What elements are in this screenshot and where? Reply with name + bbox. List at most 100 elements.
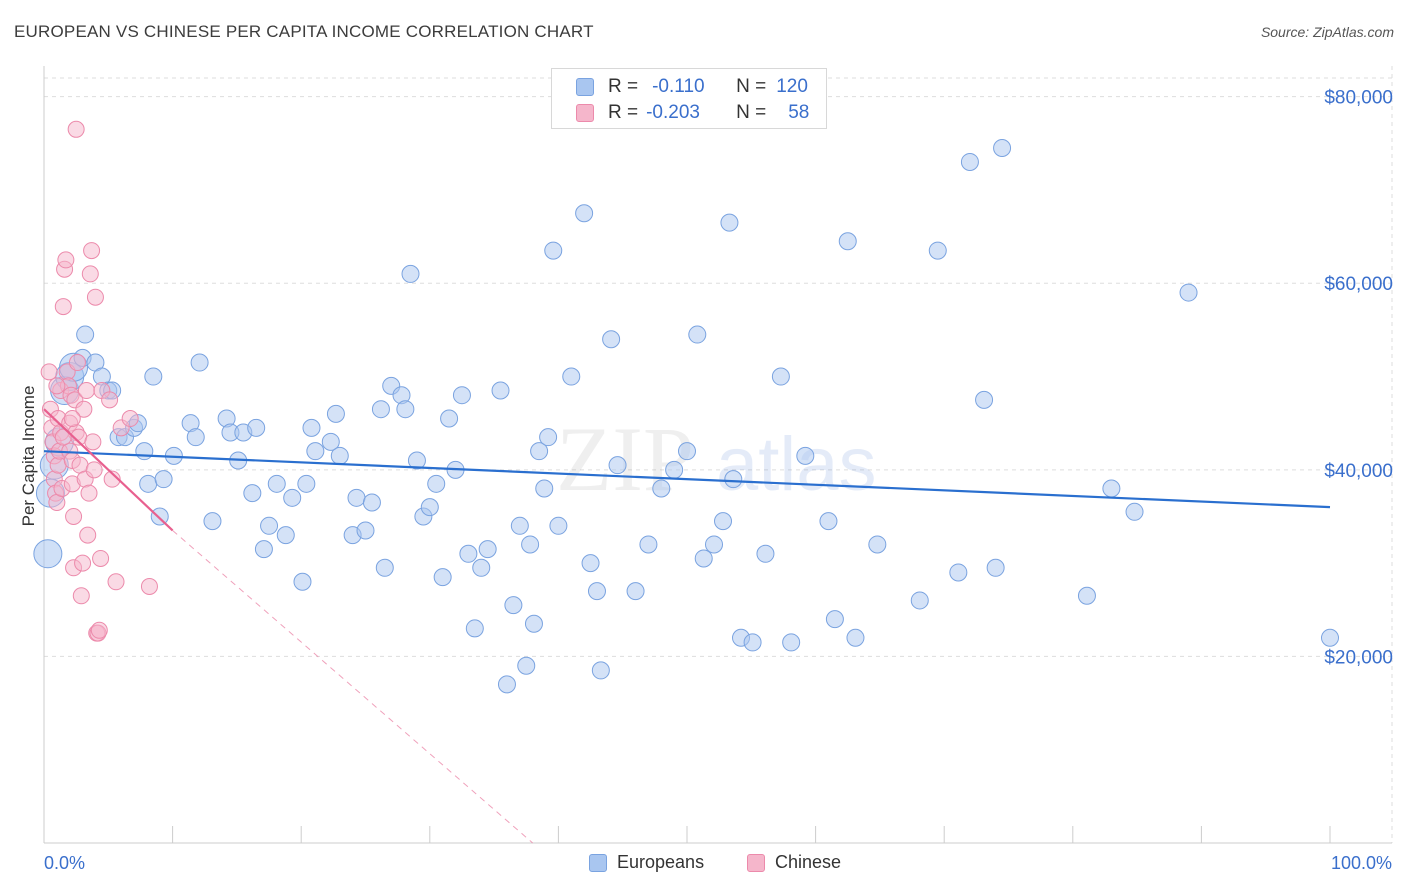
chinese-point [68,354,86,372]
europeans-point [254,540,273,559]
europeans-point [986,558,1005,577]
europeans-point [478,540,497,559]
series-legend: Europeans Chinese [0,852,1406,876]
europeans-point [283,488,302,507]
europeans-point [396,400,415,419]
trend-lines [43,408,1331,844]
chinese-point [81,265,99,283]
europeans-point [33,539,63,569]
europeans-point [1179,283,1198,302]
chinese-point [86,288,104,306]
europeans-point [639,535,658,554]
legend-r-label: R = [608,102,639,123]
europeans-point [591,661,610,680]
europeans-point [544,241,563,260]
chinese-point [54,428,72,446]
europeans-point [928,241,947,260]
europeans-point [714,512,733,531]
legend-n-label: N = [736,76,767,97]
europeans-point [407,451,426,470]
europeans-point [796,446,815,465]
y-tick-label: $60,000 [1324,274,1393,295]
europeans-point [433,568,452,587]
europeans-point [306,442,325,461]
europeans-point [330,446,349,465]
europeans-point [562,367,581,386]
europeans-point [267,474,286,493]
europeans-point [975,390,994,409]
europeans-point [838,232,857,251]
europeans-point [587,582,606,601]
europeans-point [771,367,790,386]
legend-r-value: -0.203 [646,102,700,123]
chinese-point [85,461,103,479]
europeans-point [608,456,627,475]
chinese-point [101,391,119,409]
legend-r-value: -0.110 [652,76,705,97]
europeans-point [825,610,844,629]
series-swatch-europeans [589,853,607,872]
europeans-point [144,367,163,386]
legend-r-label: R = [608,76,639,97]
series-legend-europeans[interactable]: Europeans [589,852,704,873]
europeans-point [440,409,459,428]
watermark-zip: ZIP [556,408,694,510]
europeans-point [401,264,420,283]
europeans-point [960,152,979,171]
legend-row-chinese: R = -0.203 N = 58 [576,101,809,125]
europeans-point [293,572,312,591]
chinese-point [103,470,121,488]
europeans-point [135,442,154,461]
europeans-point [724,470,743,489]
europeans-point [521,535,540,554]
legend-n-value: 58 [788,102,810,123]
chinese-point [140,577,158,595]
europeans-point [76,325,95,344]
europeans-point [517,656,536,675]
europeans-point [203,512,222,531]
europeans-point [465,619,484,638]
europeans-point [539,428,558,447]
europeans-point [276,526,295,545]
chinese-point [54,298,72,316]
europeans-point [756,544,775,563]
europeans-point [581,554,600,573]
y-axis-label: Per Capita Income [19,386,38,527]
europeans-point [694,549,713,568]
europeans-point [491,381,510,400]
europeans-point [139,474,158,493]
europeans-point [497,675,516,694]
x-tick-label-max: 100.0% [1331,853,1392,873]
series-legend-chinese[interactable]: Chinese [747,852,841,873]
europeans-point [688,325,707,344]
europeans-point [530,442,549,461]
europeans-point [347,488,366,507]
europeans-point [297,474,316,493]
legend-row-europeans: R = -0.110 N = 120 [576,75,808,99]
europeans-point [472,558,491,577]
series-swatch-chinese [747,853,765,872]
europeans-point [356,521,375,540]
europeans-point [524,614,543,633]
source-label: Source: ZipAtlas.com [1260,24,1394,40]
chinese-point [74,554,92,572]
europeans-point [819,512,838,531]
correlation-legend: R = -0.110 N = 120 R = -0.203 N = 58 [551,68,827,129]
europeans-point [186,428,205,447]
europeans-point [602,330,621,349]
legend-n-value: 120 [776,76,808,97]
europeans-point [321,432,340,451]
europeans-trend-line [43,450,1331,509]
chinese-point [84,433,102,451]
y-tick-label: $20,000 [1324,647,1393,668]
europeans-point [375,558,394,577]
europeans-point [846,628,865,647]
europeans-point [549,516,568,535]
europeans-point [626,582,645,601]
chinese-point [77,382,95,400]
watermark-atlas: atlas [716,422,877,507]
europeans-point [1125,502,1144,521]
europeans-point [420,498,439,517]
europeans-point [154,470,173,489]
